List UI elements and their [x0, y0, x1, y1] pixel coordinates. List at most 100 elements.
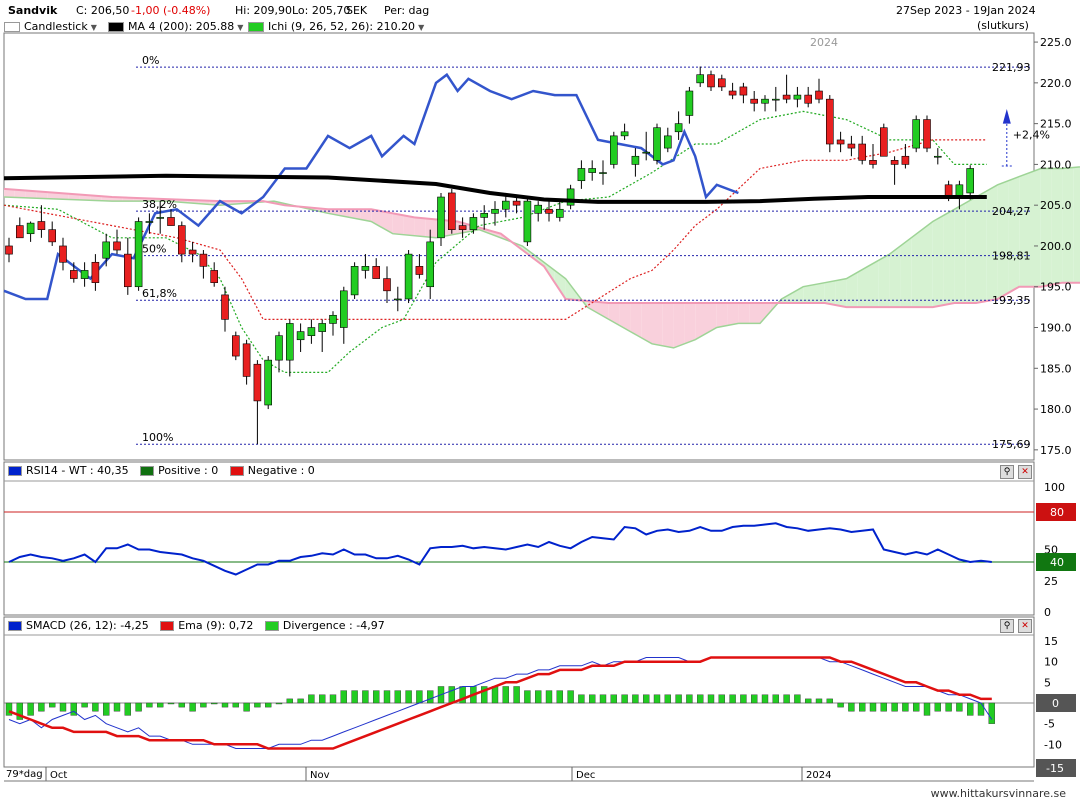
- divergence-bar: [167, 702, 175, 705]
- macd-legend: SMACD (26, 12): -4,25 Ema (9): 0,72 Dive…: [8, 619, 385, 632]
- candle-down: [188, 249, 197, 255]
- ichimoku-cloud-segment: [792, 286, 804, 304]
- period[interactable]: Per: dag: [384, 4, 430, 17]
- ichimoku-cloud-segment: [598, 302, 609, 320]
- y-tick-label: 210.0: [1040, 158, 1072, 171]
- divergence-bar: [772, 694, 779, 704]
- ichimoku-cloud-segment: [360, 209, 372, 222]
- candle-up: [469, 217, 478, 230]
- fib-level-pct: 0%: [142, 54, 159, 67]
- candle-down: [707, 74, 715, 88]
- ichimoku-cloud-segment: [878, 254, 890, 308]
- divergence-bar: [826, 698, 833, 704]
- watermark: www.hittakursvinnare.se: [930, 787, 1066, 800]
- divergence-bar: [891, 702, 898, 712]
- candle-up: [663, 135, 672, 149]
- fib-level-pct: 61,8%: [142, 287, 177, 300]
- divergence-bar: [934, 702, 941, 712]
- divergence-bar: [49, 702, 56, 708]
- senkou-span-b-line: [3, 187, 1080, 309]
- divergence-bar: [740, 694, 747, 704]
- candle-up: [480, 213, 489, 218]
- ichimoku-cloud-segment: [4, 188, 15, 198]
- divergence-bar: [837, 702, 844, 708]
- candlestick-selector[interactable]: Candlestick ▼: [4, 20, 97, 33]
- fib-level-value: 193,35: [992, 294, 1031, 307]
- candlestick-label: Candlestick: [24, 20, 88, 33]
- ma-selector[interactable]: MA 4 (200): 205.88 ▼: [108, 20, 243, 33]
- divergence-bar: [902, 702, 909, 712]
- low-price: Lo: 205,70: [292, 4, 351, 17]
- fib-level-value: 221,93: [992, 61, 1031, 74]
- ichimoku-selector[interactable]: Ichi (9, 26, 52, 26): 210.20 ▼: [248, 20, 424, 33]
- target-arrow-head: [1002, 108, 1011, 124]
- x-axis-label: Oct: [50, 770, 67, 781]
- candle-up: [555, 208, 564, 218]
- divergence-bar: [513, 686, 520, 704]
- divergence-bar: [448, 686, 455, 704]
- y-tick-label: 180.0: [1040, 403, 1072, 416]
- divergence-bar: [545, 690, 553, 704]
- ichimoku-cloud-segment: [1019, 172, 1030, 287]
- ichimoku-cloud-segment: [911, 229, 922, 308]
- divergence-bar: [59, 702, 67, 712]
- close-icon[interactable]: ✕: [1018, 619, 1032, 633]
- candle-up: [296, 331, 305, 341]
- candle-up: [307, 327, 316, 336]
- candle-up: [685, 90, 694, 116]
- target-annotation: +2,4%: [1013, 128, 1050, 141]
- y-tick-label: 190.0: [1040, 322, 1072, 335]
- candle-down: [124, 253, 132, 288]
- y-tick-label: 185.0: [1040, 362, 1072, 375]
- divergence-bar: [221, 702, 229, 708]
- divergence-bar: [70, 702, 78, 716]
- divergence-bar: [427, 690, 434, 704]
- candle-down: [923, 119, 931, 149]
- rsi-tick-label: 100: [1044, 481, 1065, 494]
- candle-down: [512, 200, 521, 206]
- close-icon[interactable]: ✕: [1018, 465, 1032, 479]
- candle-down: [167, 217, 175, 226]
- divergence-bar: [977, 702, 985, 716]
- candle-up: [933, 155, 942, 158]
- divergence-bar: [859, 702, 866, 712]
- candle-up: [653, 127, 661, 161]
- ichimoku-cloud-segment: [1062, 167, 1074, 283]
- macd-bottom-badge-label: -15: [1046, 762, 1064, 775]
- divergence-bar: [913, 702, 920, 712]
- divergence-bar: [967, 702, 974, 716]
- divergence-bar: [751, 694, 758, 704]
- ichimoku-cloud-segment: [36, 191, 48, 199]
- zoom-icon[interactable]: ⚲: [1000, 619, 1014, 633]
- divergence-bar: [869, 702, 877, 712]
- candle-up: [134, 221, 143, 288]
- ema-line: [8, 656, 992, 750]
- ichimoku-cloud-segment: [716, 303, 728, 328]
- candle-down: [750, 98, 759, 104]
- y-tick-label: 175.0: [1040, 444, 1072, 457]
- candle-down: [59, 245, 67, 263]
- divergence-bar: [38, 702, 45, 712]
- ichimoku-cloud-segment: [652, 303, 663, 346]
- candle-down: [847, 143, 856, 149]
- ichimoku-cloud-segment: [630, 303, 642, 338]
- divergence-bar: [124, 702, 132, 716]
- divergence-bar: [653, 694, 661, 704]
- divergence-bar: [610, 694, 617, 704]
- rsi-positive: Positive : 0: [158, 464, 219, 477]
- y-tick-label: 215.0: [1040, 118, 1072, 131]
- zoom-icon[interactable]: ⚲: [1000, 465, 1014, 479]
- rsi-band-badge-label: 80: [1050, 506, 1064, 519]
- fib-level-value: 204,27: [992, 205, 1031, 218]
- zoom-level[interactable]: 79*dag: [6, 769, 43, 780]
- candle-down: [199, 253, 208, 267]
- divergence-bar: [621, 694, 628, 704]
- x-axis-label: Dec: [576, 770, 595, 781]
- ichimoku-cloud-segment: [1040, 168, 1052, 287]
- ichimoku-cloud-segment: [47, 192, 58, 200]
- candle-down: [210, 270, 218, 283]
- candle-down: [48, 229, 57, 243]
- candle-up: [80, 270, 89, 279]
- divergence-bar: [27, 702, 34, 716]
